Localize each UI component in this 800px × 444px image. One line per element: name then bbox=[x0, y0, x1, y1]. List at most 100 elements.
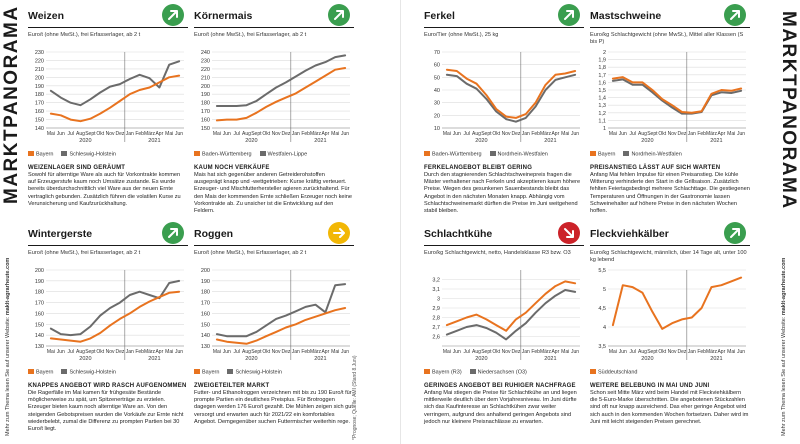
y-tick-label: 40 bbox=[434, 88, 440, 94]
y-tick-label: 1,1 bbox=[598, 118, 606, 124]
y-tick-label: 230 bbox=[35, 50, 44, 56]
x-tick-label: Sept bbox=[251, 131, 262, 137]
panel-body-text: Futter- und Ethanolroggen verzeichnen mi… bbox=[194, 390, 353, 425]
panel-headline: KNAPPES ANGEBOT WIRD RASCH AUFGENOMMEN bbox=[28, 383, 187, 389]
legend-item: Bayern bbox=[28, 151, 53, 158]
arrow-up-right-icon bbox=[162, 4, 184, 26]
panel-fleckviehkaelber: Fleckviehkälber Euro/kg Schlachtgewicht, … bbox=[590, 220, 750, 426]
legend-item: Schleswig-Holstein bbox=[227, 369, 282, 376]
legend-label: Schleswig-Holstein bbox=[235, 369, 282, 376]
panel-title: Wintergerste bbox=[28, 228, 93, 240]
website-url-link[interactable]: maklt-agrarheute.com bbox=[5, 257, 11, 316]
x-tick-label: Jun bbox=[737, 349, 745, 355]
x-tick-label: Apr bbox=[551, 349, 559, 355]
x-tick-label: März bbox=[540, 349, 552, 355]
y-tick-label: 180 bbox=[35, 290, 44, 296]
x-tick-label: Apr bbox=[321, 131, 329, 137]
x-tick-label: Mai bbox=[561, 349, 569, 355]
y-tick-label: 160 bbox=[35, 311, 44, 317]
x-tick-label: Jan bbox=[688, 131, 696, 137]
y-tick-label: 5,5 bbox=[598, 268, 606, 274]
x-tick-label: Nov bbox=[502, 131, 511, 137]
arrow-up-right-icon bbox=[162, 222, 184, 244]
legend-item: Westfalen-Lippe bbox=[259, 151, 307, 158]
x-tick-label: Nov bbox=[668, 131, 677, 137]
panel-headline: PREISANSTIEG LÄSST AUF SICH WARTEN bbox=[590, 165, 721, 171]
x-tick-label: Jun bbox=[571, 131, 579, 137]
legend-swatch bbox=[590, 369, 596, 375]
y-tick-label: 220 bbox=[35, 58, 44, 64]
arrow-right-icon bbox=[328, 222, 350, 244]
x-tick-label: Mai bbox=[561, 131, 569, 137]
legend-item: Bayern bbox=[28, 369, 53, 376]
y-tick-label: 2 bbox=[603, 50, 606, 56]
panel-schlachtkuehe: Schlachtkühe Euro/kg Schlachtgewicht, net… bbox=[424, 220, 584, 426]
x-tick-label: März bbox=[540, 131, 552, 137]
x-tick-label: Feb bbox=[531, 131, 540, 137]
chart-units-label: Euro/kg Schlachtgewicht (ohne MwSt.), Mi… bbox=[590, 32, 744, 45]
x-tick-label: Feb bbox=[135, 349, 144, 355]
x-tick-label: Feb bbox=[697, 349, 706, 355]
x-tick-label: Aug bbox=[472, 349, 481, 355]
y-tick-label: 180 bbox=[201, 101, 210, 107]
y-tick-label: 4,5 bbox=[598, 306, 606, 312]
x-tick-label: Dez bbox=[115, 131, 124, 137]
y-tick-label: 180 bbox=[35, 92, 44, 98]
chart-units-label: Euro/t (ohne MwSt.), frei Erfasserlager,… bbox=[194, 32, 307, 38]
x-tick-label: Nov bbox=[106, 349, 115, 355]
x-tick-label: Jan bbox=[522, 349, 530, 355]
x-tick-label: Jan bbox=[292, 131, 300, 137]
x-tick-label: Apr bbox=[321, 349, 329, 355]
y-tick-label: 180 bbox=[201, 290, 210, 296]
panel-headline: GERINGES ANGEBOT BEI RUHIGER NACHFRAGE bbox=[424, 383, 576, 389]
panel-body-text: Anfang Mai stiegen die Preise für Schlac… bbox=[424, 390, 577, 425]
y-tick-label: 60 bbox=[434, 63, 440, 69]
y-tick-label: 3,2 bbox=[432, 278, 440, 284]
legend-label: Bayern bbox=[36, 369, 54, 376]
legend-item: Bayern bbox=[194, 369, 219, 376]
y-tick-label: 200 bbox=[35, 268, 44, 274]
x-tick-label: Sept bbox=[85, 349, 96, 355]
x-tick-label: Jan bbox=[522, 131, 530, 137]
website-url-link[interactable]: maklt-agrarheute.com bbox=[781, 257, 787, 316]
panel-title: Fleckviehkälber bbox=[590, 228, 669, 240]
section-title-right: MARKTPANORAMA bbox=[778, 10, 799, 210]
x-tick-label: Jul bbox=[233, 349, 239, 355]
x-tick-label: Jun bbox=[453, 131, 461, 137]
y-tick-label: 190 bbox=[35, 84, 44, 90]
x-tick-label: Okt bbox=[262, 349, 270, 355]
panel-headline: WEIZENLAGER SIND GERÄUMT bbox=[28, 165, 126, 171]
x-tick-label: Jun bbox=[619, 349, 627, 355]
x-tick-label: Mai bbox=[47, 349, 55, 355]
x-tick-label: Okt bbox=[658, 131, 666, 137]
section-title-left: MARKTPANORAMA bbox=[1, 5, 22, 205]
y-tick-label: 3 bbox=[437, 297, 440, 303]
year-label: 2021 bbox=[148, 138, 160, 144]
y-tick-label: 5 bbox=[603, 287, 606, 293]
x-tick-label: Mai bbox=[331, 349, 339, 355]
x-tick-label: Aug bbox=[472, 131, 481, 137]
year-label: 2021 bbox=[544, 138, 556, 144]
panel-title: Mastschweine bbox=[590, 10, 662, 22]
x-tick-label: Jul bbox=[67, 131, 73, 137]
y-tick-label: 160 bbox=[35, 109, 44, 115]
website-note-right: Mehr zum Thema lesen Sie auf unserer Web… bbox=[780, 236, 796, 436]
legend-swatch bbox=[28, 151, 34, 157]
x-tick-label: Jul bbox=[233, 131, 239, 137]
x-tick-label: Feb bbox=[301, 131, 310, 137]
x-tick-label: Nov bbox=[106, 131, 115, 137]
legend-item: Niedersachsen (O3) bbox=[469, 369, 527, 376]
series-line bbox=[445, 73, 577, 123]
legend-swatch bbox=[424, 369, 430, 375]
series-line bbox=[215, 54, 347, 107]
x-tick-label: Mai bbox=[609, 131, 617, 137]
arrow-up-right-icon bbox=[724, 222, 746, 244]
year-label: 2021 bbox=[544, 356, 556, 362]
y-tick-label: 130 bbox=[35, 344, 44, 350]
x-tick-label: Dez bbox=[677, 131, 686, 137]
panel-body-text: Mais hat sich gegenüber anderen Getreide… bbox=[194, 172, 352, 215]
